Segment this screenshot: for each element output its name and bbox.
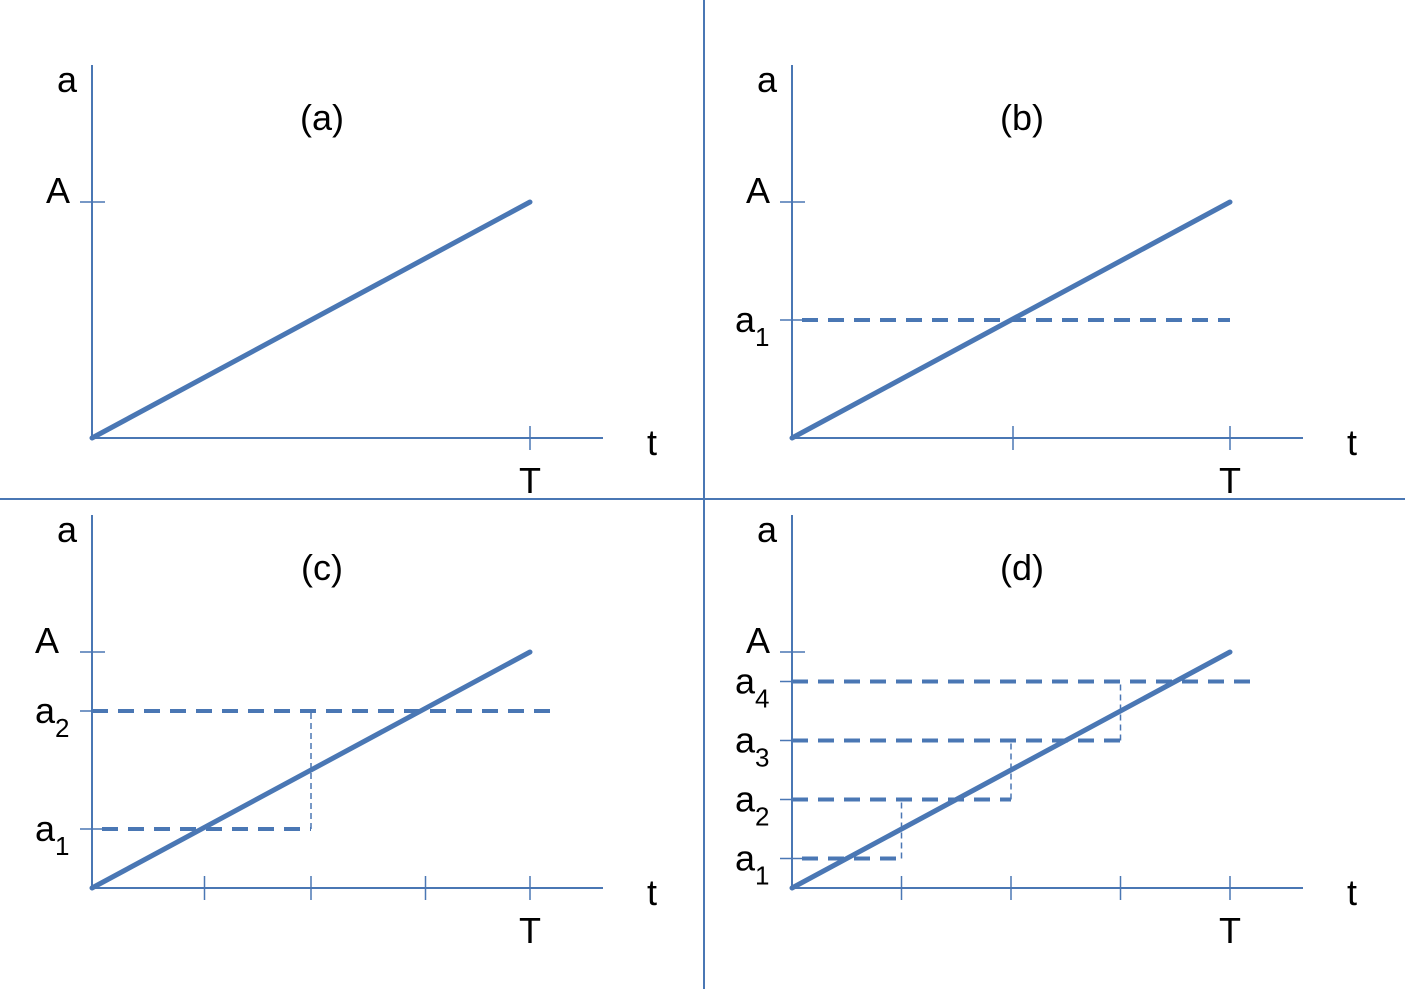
panel-label: (b) <box>1000 97 1044 138</box>
panel-b: atT(b)Aa1 <box>735 59 1357 501</box>
level-label-2: a2 <box>35 690 70 743</box>
panel-label: (d) <box>1000 547 1044 588</box>
level-label-subscript: 4 <box>755 684 769 714</box>
level-label-base: a <box>735 720 756 761</box>
y-axis-label: a <box>57 59 78 100</box>
level-label-base: a <box>35 690 56 731</box>
level-label-base: a <box>35 808 56 849</box>
level-label-subscript: 2 <box>755 802 769 832</box>
level-label-subscript: 1 <box>755 861 769 891</box>
level-label-1: a1 <box>735 838 770 891</box>
y-top-label: A <box>35 620 59 661</box>
level-label-4: a4 <box>735 661 770 714</box>
x-axis-label: t <box>1347 422 1357 463</box>
level-label-3: a3 <box>735 720 770 773</box>
x-end-label: T <box>519 460 541 501</box>
level-label-subscript: 1 <box>755 322 769 352</box>
y-axis-label: a <box>757 59 778 100</box>
level-label-subscript: 3 <box>755 743 769 773</box>
x-axis-label: t <box>647 422 657 463</box>
level-label-subscript: 1 <box>55 831 69 861</box>
panel-label: (c) <box>301 547 343 588</box>
y-top-label: A <box>46 170 70 211</box>
level-label-base: a <box>735 299 756 340</box>
x-end-label: T <box>519 910 541 951</box>
level-label-2: a2 <box>735 779 770 832</box>
level-label-1: a1 <box>35 808 70 861</box>
level-label-base: a <box>735 779 756 820</box>
y-axis-label: a <box>57 509 78 550</box>
x-axis-label: t <box>1347 872 1357 913</box>
y-axis-label: a <box>757 509 778 550</box>
y-top-label: A <box>746 170 770 211</box>
x-axis-label: t <box>647 872 657 913</box>
panel-a: a t T (a) A <box>46 59 657 501</box>
x-end-label: T <box>1219 460 1241 501</box>
x-end-label: T <box>1219 910 1241 951</box>
ramp-line <box>789 649 1233 891</box>
y-top-label: A <box>746 620 770 661</box>
level-label-base: a <box>735 661 756 702</box>
panel-label: (a) <box>300 97 344 138</box>
ramp-line <box>89 649 533 891</box>
level-label-base: a <box>735 838 756 879</box>
ramp-line <box>89 199 533 441</box>
level-label-subscript: 2 <box>55 713 69 743</box>
level-label-1: a1 <box>735 299 770 352</box>
